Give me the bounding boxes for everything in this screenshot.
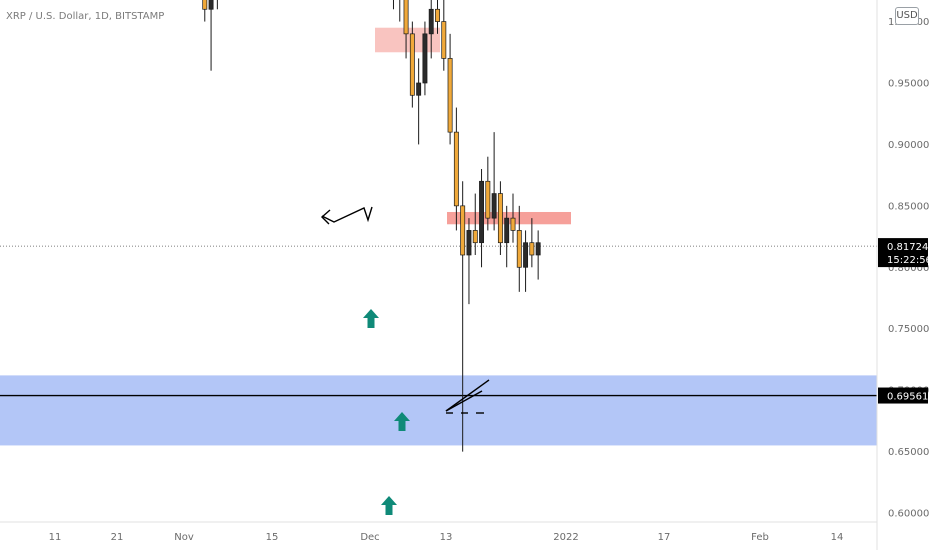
candle [435,0,440,34]
candle [479,168,484,268]
candle [403,0,409,59]
x-tick-label: 21 [111,532,124,543]
candle-bull [479,180,484,244]
x-tick-label: Nov [174,532,194,543]
candle-bear [441,21,447,59]
candle [529,218,535,268]
candle [416,58,422,145]
y-tick-label: 0.90000 [888,140,929,151]
candle-bull [208,0,214,10]
up-arrow-icon [394,412,410,431]
support-price-label: 0.69561 [887,392,928,403]
y-axis-background [877,0,932,550]
candle [504,205,510,268]
triangle-upper-line [445,379,490,412]
zone-demand-6 [0,375,877,446]
current-price-label: 0.81724 [887,242,928,253]
candle [428,0,434,59]
annotations-layer [320,206,490,515]
x-tick-label: Feb [751,532,769,543]
candle [510,193,516,243]
x-tick-label: 17 [658,532,671,543]
x-tick-label: 11 [49,532,62,543]
up-arrow-icon [381,496,397,515]
candle [441,0,447,71]
candle-bear [510,217,516,231]
candle [453,107,459,231]
y-tick-label: 0.75000 [888,324,929,335]
candle-bear [409,33,415,96]
candle-bear [516,230,522,268]
candle-bear [447,58,453,133]
candle [208,0,214,71]
candle [523,230,529,292]
candle-bear [403,0,409,35]
candle [216,0,218,10]
support-price-label-bg [878,387,928,404]
x-tick-label: 14 [831,532,844,543]
candle-bull [523,242,529,268]
up-arrow-icon [363,309,379,328]
y-tick-label: 0.95000 [888,78,929,89]
candle [535,230,541,280]
y-tick-label: 0.85000 [888,201,929,212]
candle [466,218,472,305]
candle [399,0,401,22]
candle-bull [422,33,428,84]
y-tick-label: 0.65000 [888,447,929,458]
candle-bear [453,131,459,207]
x-tick-label: Dec [360,532,379,543]
candle [392,0,394,10]
x-tick-label: 13 [440,532,453,543]
candle-bull [428,8,434,35]
candle-bear [529,242,535,256]
triangle-lower-line [445,390,483,412]
candle-bull [491,193,497,219]
candle [460,181,466,452]
countdown-label: 15:22:56 [887,255,932,266]
candle [202,0,208,22]
candle-bull [416,82,422,96]
currency-button[interactable]: USD [895,7,919,25]
candle [422,21,428,96]
y-tick-label: 0.80000 [888,263,929,274]
candle [516,205,522,292]
symbol-title: XRP / U.S. Dollar, 1D, BITSTAMP [6,11,165,22]
candle-bear [485,180,491,219]
y-tick-label: 0.60000 [888,509,929,520]
candle-bull [535,242,541,256]
candle-bear [460,205,466,256]
candles-layer[interactable] [1,0,541,452]
candle [472,193,478,255]
candle-bull [466,230,472,256]
candle [497,181,503,255]
candle [447,33,453,145]
zones-layer [0,27,877,446]
current-price-label-bg [878,238,928,268]
x-axis[interactable]: 11 21 Nov 15 Dec 13 2022 17 Feb 14 [0,521,877,543]
x-tick-label: 15 [266,532,279,543]
y-axis[interactable]: 0.600000.650000.700000.750000.800000.850… [876,0,932,550]
zigzag-stroke [321,206,373,223]
x-tick-label: 2022 [553,532,578,543]
candle [485,156,491,231]
candle-bear [202,0,208,10]
candle-bear [472,230,478,244]
candle-bull [504,217,510,244]
zigzag-arrowhead [320,209,331,225]
candle [409,21,415,108]
candle-bear [435,8,440,22]
candle [491,132,497,231]
grid-layer [0,245,877,397]
candle-bear [497,193,503,244]
